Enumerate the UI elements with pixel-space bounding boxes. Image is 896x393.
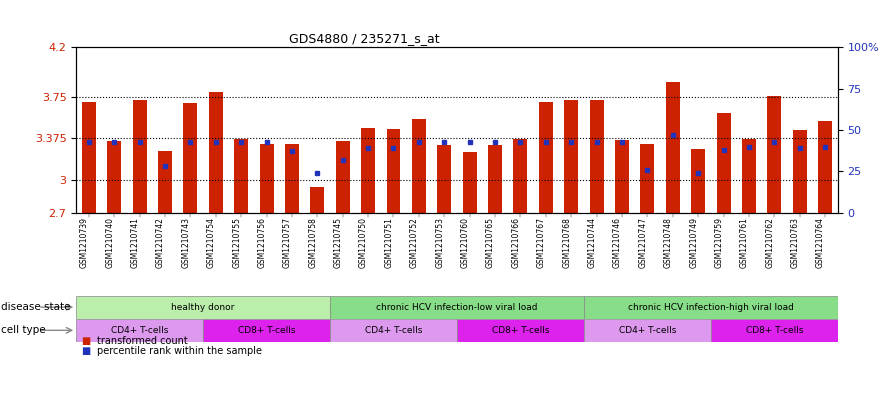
Text: chronic HCV infection-high viral load: chronic HCV infection-high viral load: [628, 303, 794, 312]
Bar: [584, 296, 838, 319]
Bar: [666, 83, 680, 213]
Text: GSM1210758: GSM1210758: [308, 217, 317, 268]
Text: GSM1210759: GSM1210759: [714, 217, 724, 268]
Bar: [462, 152, 477, 213]
Bar: [641, 144, 654, 213]
Bar: [513, 139, 528, 213]
Text: disease state: disease state: [1, 302, 71, 312]
Bar: [691, 149, 705, 213]
Bar: [590, 100, 604, 213]
Text: GSM1210742: GSM1210742: [156, 217, 165, 268]
Text: GSM1210765: GSM1210765: [486, 217, 495, 268]
Text: GSM1210755: GSM1210755: [232, 217, 241, 268]
Text: GSM1210740: GSM1210740: [105, 217, 115, 268]
Text: CD8+ T-cells: CD8+ T-cells: [745, 326, 803, 335]
Text: GSM1210752: GSM1210752: [409, 217, 419, 268]
Text: GSM1210745: GSM1210745: [333, 217, 342, 268]
Bar: [184, 103, 197, 213]
Bar: [108, 141, 121, 213]
Bar: [793, 130, 806, 213]
Text: GSM1210743: GSM1210743: [181, 217, 191, 268]
Text: GDS4880 / 235271_s_at: GDS4880 / 235271_s_at: [289, 31, 440, 44]
Bar: [742, 139, 756, 213]
Text: CD8+ T-cells: CD8+ T-cells: [237, 326, 296, 335]
Text: CD4+ T-cells: CD4+ T-cells: [111, 326, 168, 335]
Bar: [285, 144, 299, 213]
Bar: [584, 319, 711, 342]
Text: GSM1210741: GSM1210741: [131, 217, 140, 268]
Text: GSM1210763: GSM1210763: [790, 217, 800, 268]
Text: GSM1210766: GSM1210766: [512, 217, 521, 268]
Text: GSM1210746: GSM1210746: [613, 217, 622, 268]
Bar: [260, 144, 273, 213]
Text: GSM1210747: GSM1210747: [638, 217, 648, 268]
Bar: [412, 119, 426, 213]
Bar: [158, 151, 172, 213]
Bar: [818, 121, 832, 213]
Bar: [336, 141, 349, 213]
Bar: [538, 102, 553, 213]
Text: GSM1210756: GSM1210756: [257, 217, 267, 268]
Bar: [767, 96, 781, 213]
Bar: [330, 296, 584, 319]
Bar: [76, 319, 203, 342]
Bar: [310, 187, 324, 213]
Text: GSM1210764: GSM1210764: [816, 217, 825, 268]
Text: GSM1210767: GSM1210767: [537, 217, 546, 268]
Text: ■: ■: [81, 336, 90, 346]
Text: cell type: cell type: [1, 325, 46, 335]
Text: ■: ■: [81, 345, 90, 356]
Bar: [133, 100, 147, 213]
Text: GSM1210761: GSM1210761: [740, 217, 749, 268]
Text: GSM1210762: GSM1210762: [765, 217, 774, 268]
Bar: [203, 319, 330, 342]
Bar: [615, 140, 629, 213]
Bar: [82, 102, 96, 213]
Text: GSM1210748: GSM1210748: [664, 217, 673, 268]
Text: GSM1210760: GSM1210760: [461, 217, 470, 268]
Bar: [711, 319, 838, 342]
Bar: [717, 114, 730, 213]
Bar: [330, 319, 457, 342]
Text: healthy donor: healthy donor: [171, 303, 235, 312]
Bar: [386, 129, 401, 213]
Text: GSM1210739: GSM1210739: [80, 217, 89, 268]
Bar: [361, 128, 375, 213]
Bar: [457, 319, 584, 342]
Bar: [488, 145, 502, 213]
Text: GSM1210744: GSM1210744: [588, 217, 597, 268]
Text: transformed count: transformed count: [97, 336, 187, 346]
Text: GSM1210750: GSM1210750: [359, 217, 368, 268]
Text: CD8+ T-cells: CD8+ T-cells: [492, 326, 549, 335]
Text: CD4+ T-cells: CD4+ T-cells: [365, 326, 422, 335]
Bar: [437, 145, 452, 213]
Bar: [564, 100, 578, 213]
Text: GSM1210749: GSM1210749: [689, 217, 698, 268]
Bar: [234, 139, 248, 213]
Text: GSM1210753: GSM1210753: [435, 217, 444, 268]
Bar: [209, 92, 223, 213]
Bar: [76, 296, 330, 319]
Text: GSM1210757: GSM1210757: [283, 217, 292, 268]
Text: GSM1210754: GSM1210754: [207, 217, 216, 268]
Text: GSM1210768: GSM1210768: [562, 217, 572, 268]
Text: percentile rank within the sample: percentile rank within the sample: [97, 345, 262, 356]
Text: GSM1210751: GSM1210751: [384, 217, 393, 268]
Text: chronic HCV infection-low viral load: chronic HCV infection-low viral load: [376, 303, 538, 312]
Text: CD4+ T-cells: CD4+ T-cells: [618, 326, 676, 335]
